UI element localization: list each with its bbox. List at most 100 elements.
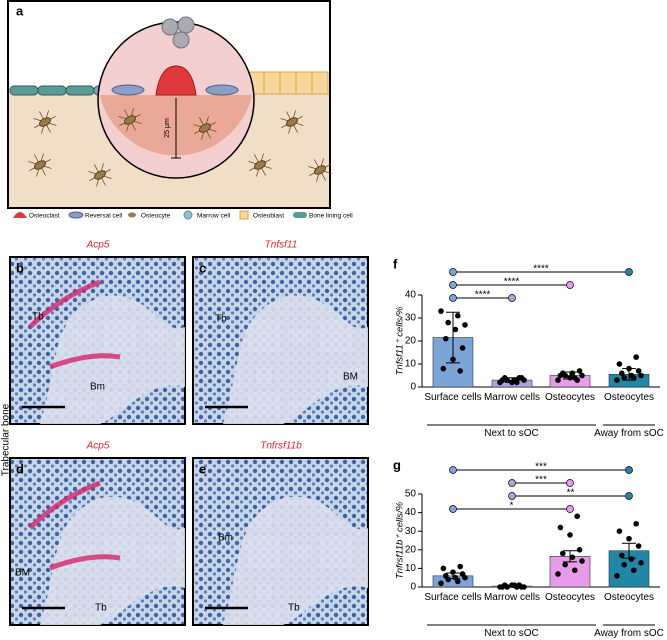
data-point <box>555 571 561 577</box>
comparison-end <box>566 281 574 289</box>
data-point <box>567 375 573 381</box>
reversal-cells <box>111 84 239 96</box>
category-label: Osteocytes <box>603 392 655 403</box>
scale-label: 25 μm <box>164 118 171 138</box>
data-point <box>567 532 573 538</box>
data-point <box>557 524 564 531</box>
marrow-cells <box>161 16 195 49</box>
data-point <box>459 345 466 351</box>
y-tick-label: 50 <box>405 489 417 500</box>
data-point <box>576 547 583 553</box>
category-label: Osteocytes <box>544 592 596 603</box>
group-label: Away from sOC <box>594 628 664 639</box>
legend-label: Bone lining cell <box>309 213 353 220</box>
data-point <box>509 379 515 386</box>
data-point <box>638 372 644 379</box>
data-point <box>455 312 461 319</box>
y-tick-label: 30 <box>405 526 417 537</box>
significance-label: **** <box>475 290 491 301</box>
stain-label: Acp5 <box>86 240 110 251</box>
data-point <box>633 354 639 360</box>
data-point <box>457 563 464 570</box>
region-label: Tb <box>95 603 107 614</box>
data-point <box>452 326 459 333</box>
region-label: BM <box>15 568 30 579</box>
category-label: Osteocytes <box>544 392 596 403</box>
y-axis-label: Tnfsf11⁺ cells/% <box>395 306 406 375</box>
osteocyte-body <box>286 117 298 127</box>
osteocyte-body <box>124 115 136 125</box>
data-point <box>440 365 447 372</box>
data-point <box>499 377 506 383</box>
side-label: Trabecular bone <box>1 403 12 476</box>
category-label: Osteocytes <box>603 592 655 603</box>
panel-letter: b <box>16 260 24 275</box>
y-tick-label: 10 <box>405 359 417 370</box>
osteocyte-body <box>39 117 51 127</box>
y-tick-label: 20 <box>405 544 417 555</box>
comparison-end <box>625 268 633 276</box>
data-point <box>635 543 642 549</box>
trabecula <box>223 496 368 625</box>
data-point <box>572 567 578 574</box>
data-point <box>516 582 522 588</box>
y-tick-label: 0 <box>410 582 416 593</box>
legend-icon <box>239 210 249 220</box>
data-point <box>555 377 561 383</box>
region-label: Tb <box>288 603 300 614</box>
legend-icon <box>13 212 27 218</box>
panel-letter: f <box>393 256 398 271</box>
data-point <box>516 375 522 381</box>
category-label: Surface cells <box>424 592 482 603</box>
y-tick-label: 40 <box>405 290 417 301</box>
region-label: Bm <box>90 382 105 393</box>
region-label: BM <box>343 372 358 383</box>
data-point <box>621 375 627 381</box>
stain-label: Tnfsf11 <box>265 240 298 251</box>
osteocyte-body <box>254 160 266 170</box>
group-label: Away from sOC <box>594 428 664 439</box>
comparison-end <box>449 505 457 513</box>
data-point <box>579 372 585 379</box>
legend-label: Osteoclast <box>29 213 60 220</box>
data-point <box>626 365 632 372</box>
data-point <box>614 377 620 383</box>
category-label: Marrow cells <box>483 592 541 603</box>
osteocyte-body <box>199 123 211 133</box>
y-tick-label: 40 <box>405 507 417 518</box>
data-point <box>576 368 583 374</box>
osteocyte-body <box>94 170 106 180</box>
region-label: Bm <box>218 533 233 544</box>
stain <box>28 279 121 370</box>
legend-icon <box>68 211 84 219</box>
data-point <box>569 554 576 561</box>
y-axis-label: Tnfrsf11b⁺ cells/% <box>395 501 406 579</box>
data-point <box>457 368 464 374</box>
data-point <box>569 370 576 377</box>
panel-letter: a <box>16 3 24 18</box>
comparison-end <box>449 281 457 289</box>
significance-label: **** <box>504 277 520 288</box>
osteocyte-body <box>34 160 46 170</box>
region-label: Tb <box>215 314 227 325</box>
data-point <box>579 558 585 564</box>
data-point <box>635 368 642 374</box>
category-label: Marrow cells <box>483 392 541 403</box>
panel-letter: g <box>393 457 401 472</box>
data-point <box>638 560 644 566</box>
trabecula <box>40 496 185 625</box>
stain-label: Tnfrsf11b <box>260 441 302 452</box>
data-point <box>450 569 456 575</box>
data-point <box>614 573 620 579</box>
comparison-end <box>508 479 516 487</box>
legend-icon <box>183 210 193 220</box>
data-point <box>443 335 449 342</box>
comparison-end <box>508 294 516 302</box>
panel-letter: d <box>16 461 24 476</box>
data-point <box>440 565 447 572</box>
data-point <box>633 520 639 527</box>
stain <box>28 480 121 571</box>
trabecula <box>223 295 368 424</box>
